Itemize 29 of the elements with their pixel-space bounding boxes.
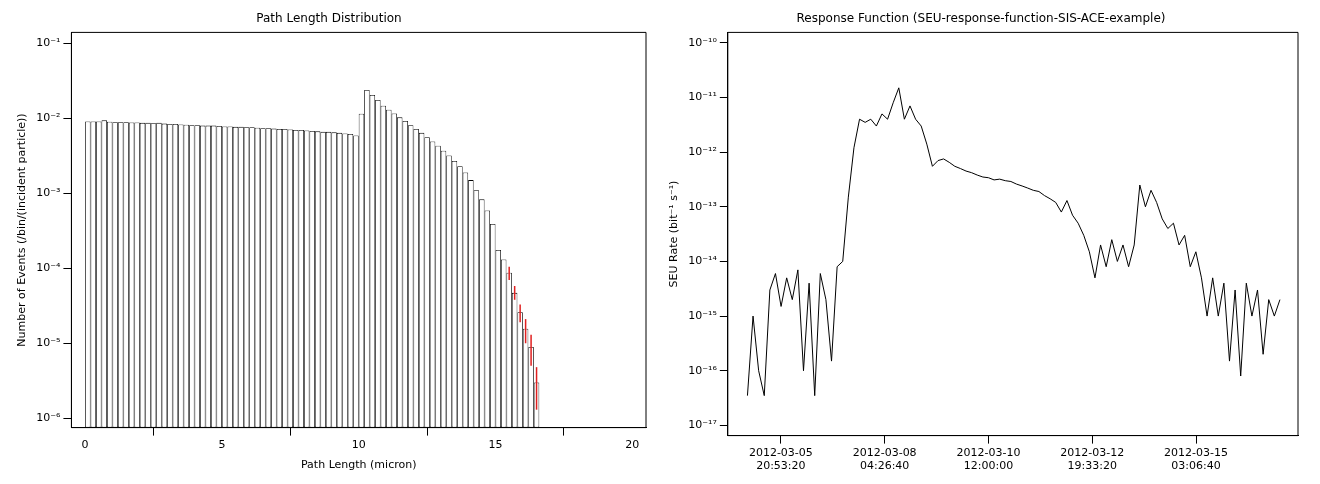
x-tick-label: 20 bbox=[625, 438, 640, 452]
y-tick-label: 10⁻¹⁶ bbox=[688, 363, 718, 377]
y-tick-label: 10⁻⁶ bbox=[36, 411, 61, 425]
y-axis-title: SEU Rate (bit⁻¹ s⁻¹) bbox=[667, 180, 681, 288]
y-tick-label: 10⁻⁵ bbox=[36, 336, 61, 350]
y-tick-label: 10⁻³ bbox=[36, 186, 61, 200]
y-tick-label: 10⁻¹¹ bbox=[688, 90, 717, 104]
y-tick-label: 10⁻¹³ bbox=[688, 199, 717, 213]
y-tick-label: 10⁻¹² bbox=[688, 144, 717, 158]
y-tick-label: 10⁻¹⁴ bbox=[688, 254, 718, 268]
chart-title: Path Length Distribution bbox=[256, 11, 402, 26]
y-tick-label: 10⁻¹ bbox=[36, 36, 61, 50]
x-tick-label: 15 bbox=[488, 438, 503, 452]
chart-title: Response Function (SEU-response-function-SIS-ACE-example) bbox=[796, 11, 1166, 26]
x-tick-label: 5 bbox=[218, 438, 226, 452]
x-tick-label: 2012-03-15 03:06:40 bbox=[1164, 446, 1229, 473]
x-tick-label: 2012-03-05 20:53:20 bbox=[748, 446, 813, 473]
x-tick-label: 10 bbox=[351, 438, 366, 452]
x-axis-title: Path Length (micron) bbox=[300, 458, 417, 472]
y-axis-title: Number of Events (/bin/(incident particle)) bbox=[15, 113, 29, 347]
y-tick-label: 10⁻¹⁰ bbox=[688, 35, 718, 49]
y-tick-label: 10⁻⁴ bbox=[36, 261, 61, 275]
y-tick-label: 10⁻¹⁷ bbox=[688, 418, 717, 432]
x-tick-label: 0 bbox=[81, 438, 89, 452]
y-tick-label: 10⁻¹⁵ bbox=[688, 308, 717, 322]
x-tick-label: 2012-03-08 04:26:40 bbox=[852, 446, 917, 473]
x-tick-label: 2012-03-12 19:33:20 bbox=[1060, 446, 1125, 473]
y-tick-label: 10⁻² bbox=[36, 111, 61, 125]
x-tick-label: 2012-03-10 12:00:00 bbox=[956, 446, 1021, 473]
